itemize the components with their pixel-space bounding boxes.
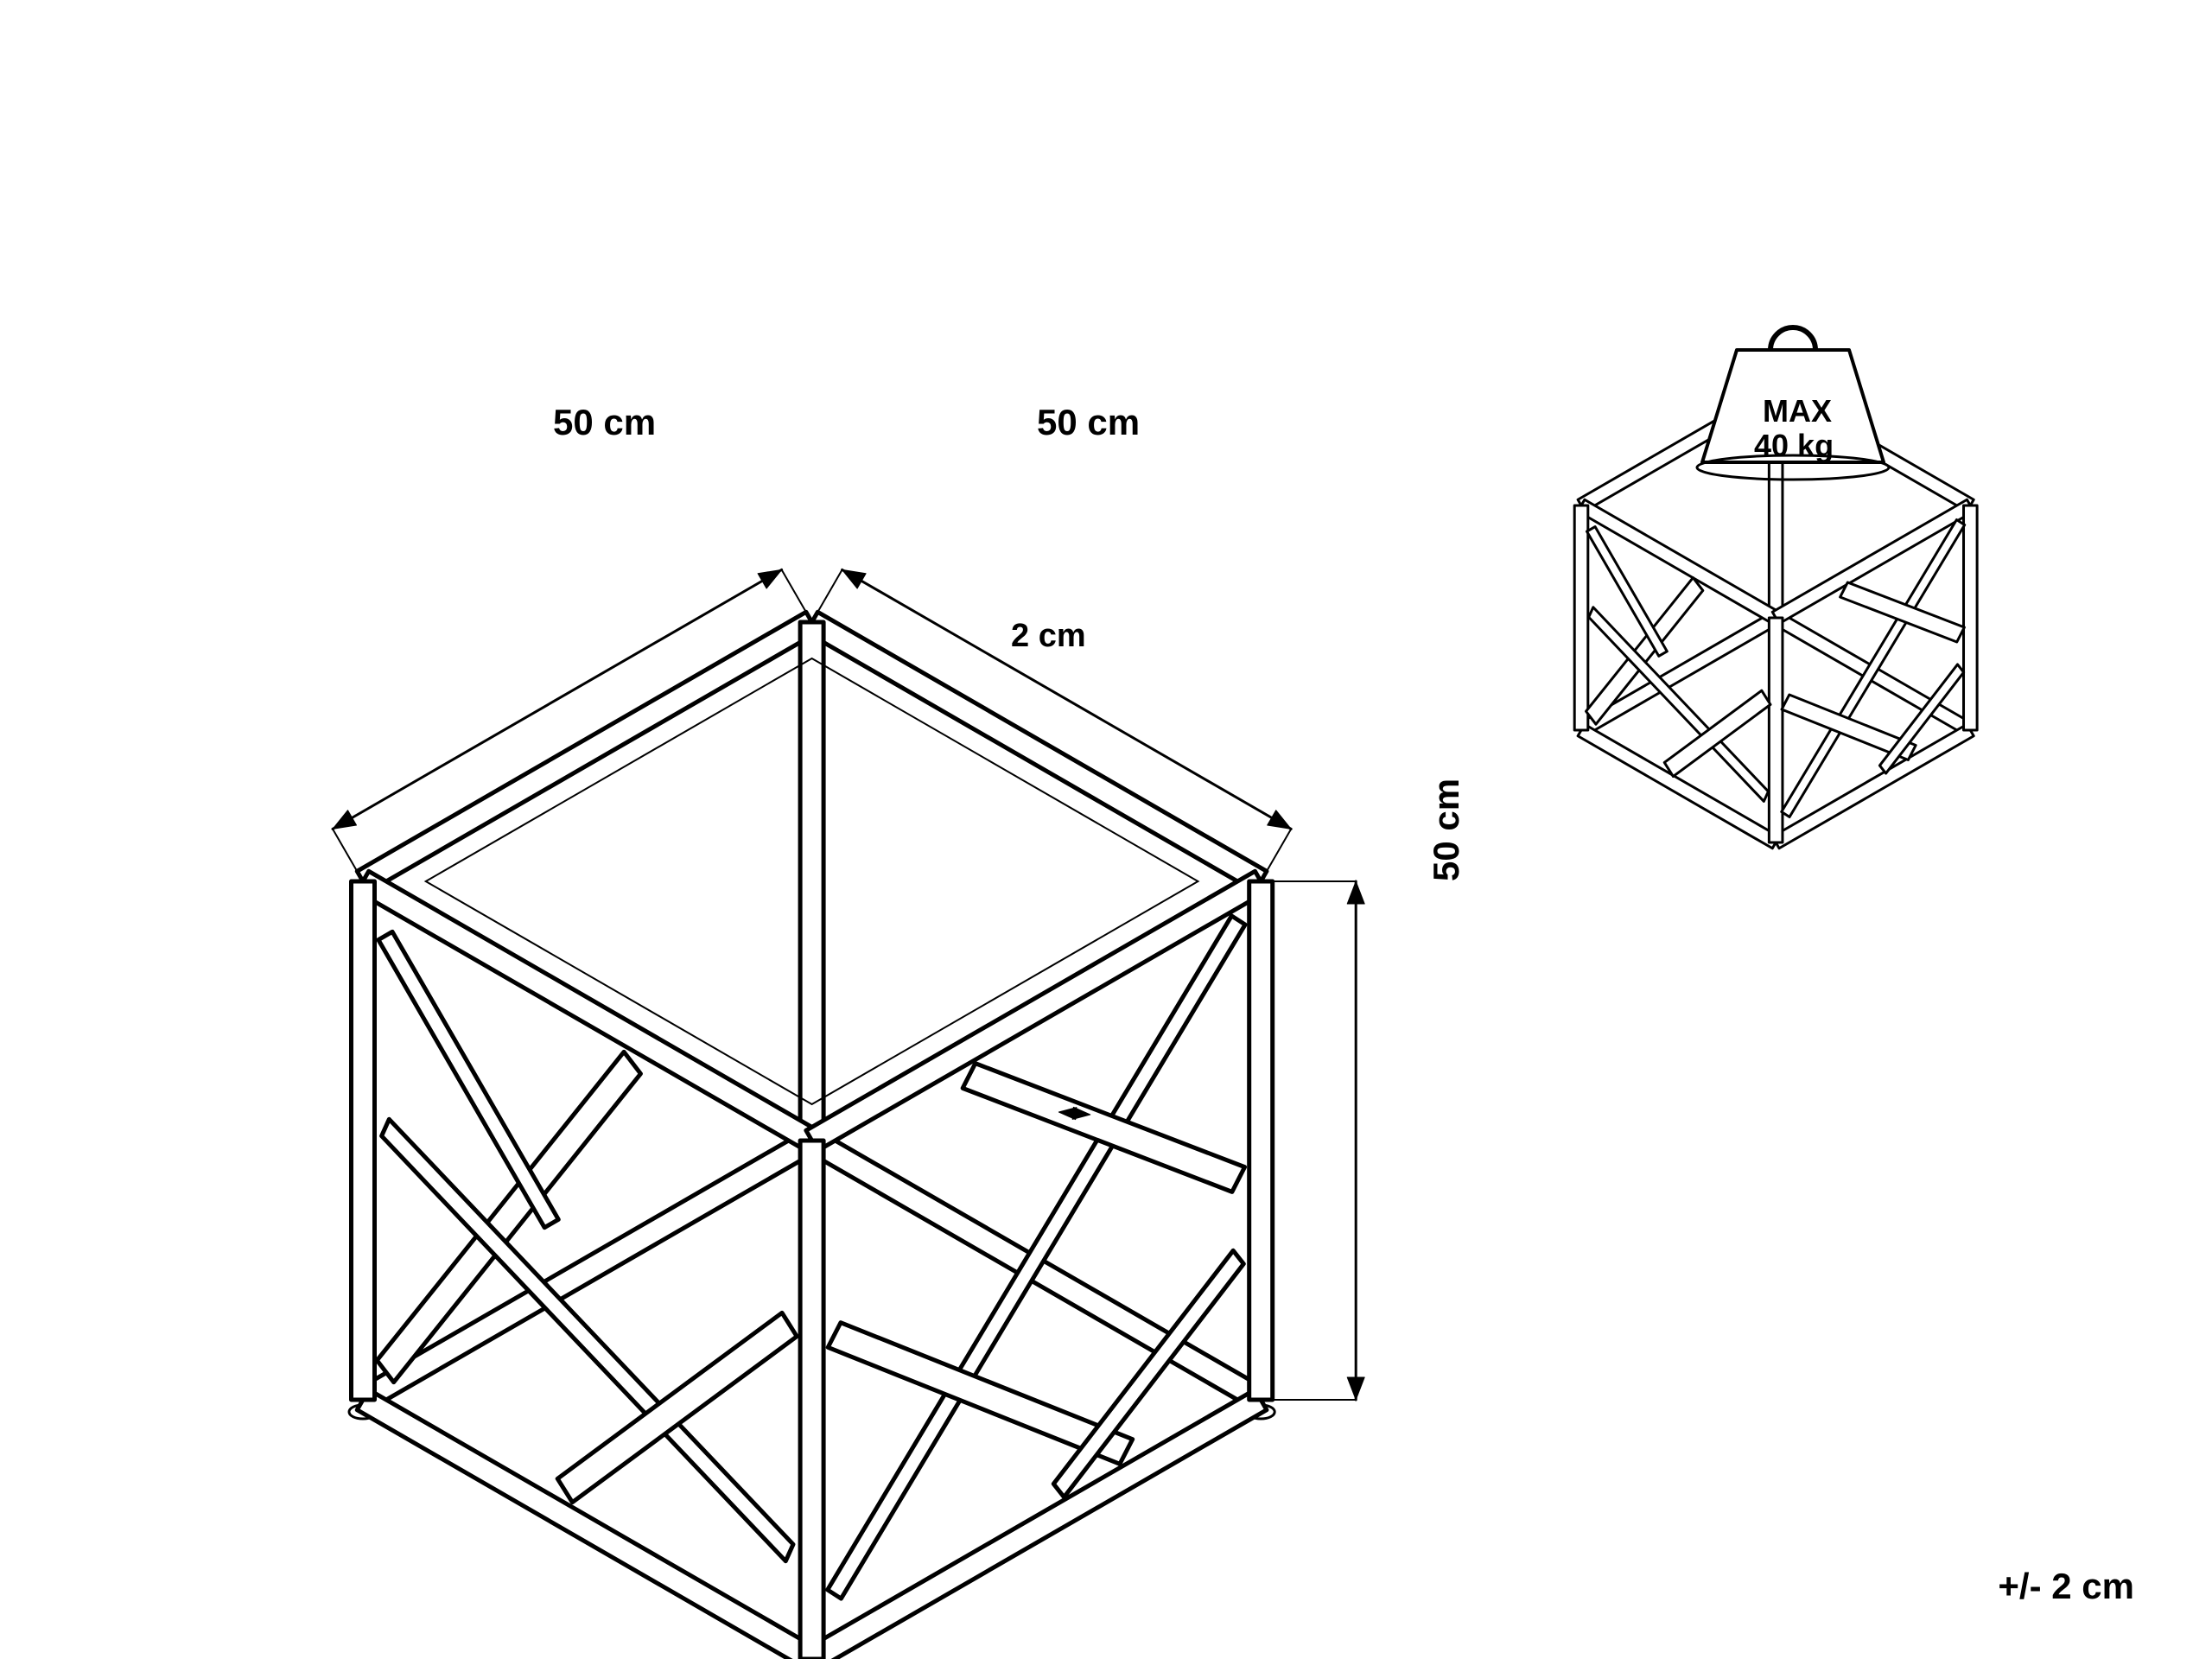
- max-load-line1: MAX: [1763, 393, 1832, 429]
- tolerance-label: +/- 2 cm: [1998, 1566, 2134, 1607]
- dim-height-label: 50 cm: [1426, 779, 1467, 881]
- dim-thickness-label: 2 cm: [1011, 618, 1086, 655]
- max-load-line2: 40 kg: [1754, 428, 1834, 464]
- dimension-diagram: [0, 0, 2212, 1659]
- dim-depth-label: 50 cm: [1037, 402, 1140, 443]
- dim-width-label: 50 cm: [553, 402, 656, 443]
